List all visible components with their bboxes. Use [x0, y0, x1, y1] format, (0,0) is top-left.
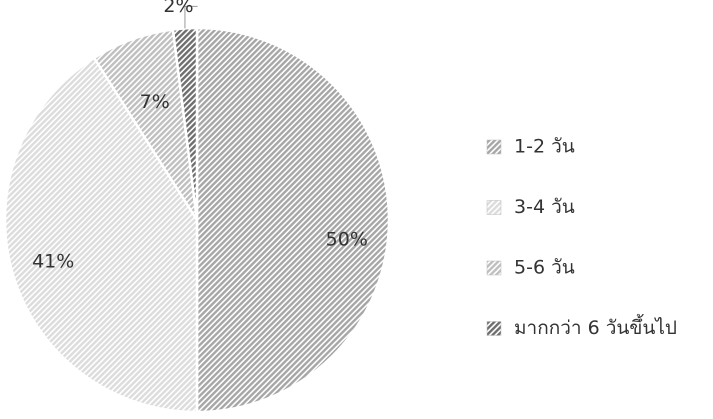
pie-slice: [195, 26, 391, 414]
data-label: 2%: [163, 0, 193, 17]
pie-slice: [171, 26, 199, 221]
legend-label: 1-2 วัน: [514, 136, 575, 158]
legend-swatch: [486, 260, 502, 276]
legend-swatch: [486, 321, 502, 336]
legend-label: มากกว่า 6 วันขึ้นไป: [514, 314, 677, 339]
legend-label: 3-4 วัน: [514, 196, 575, 218]
data-label: 50%: [326, 229, 368, 251]
legend-swatch: [486, 200, 502, 215]
data-label: 7%: [140, 91, 170, 113]
legend-swatch: [486, 139, 502, 155]
data-label: 41%: [32, 250, 74, 272]
leader-line: [184, 5, 198, 29]
legend-label: 5-6 วัน: [514, 257, 575, 279]
